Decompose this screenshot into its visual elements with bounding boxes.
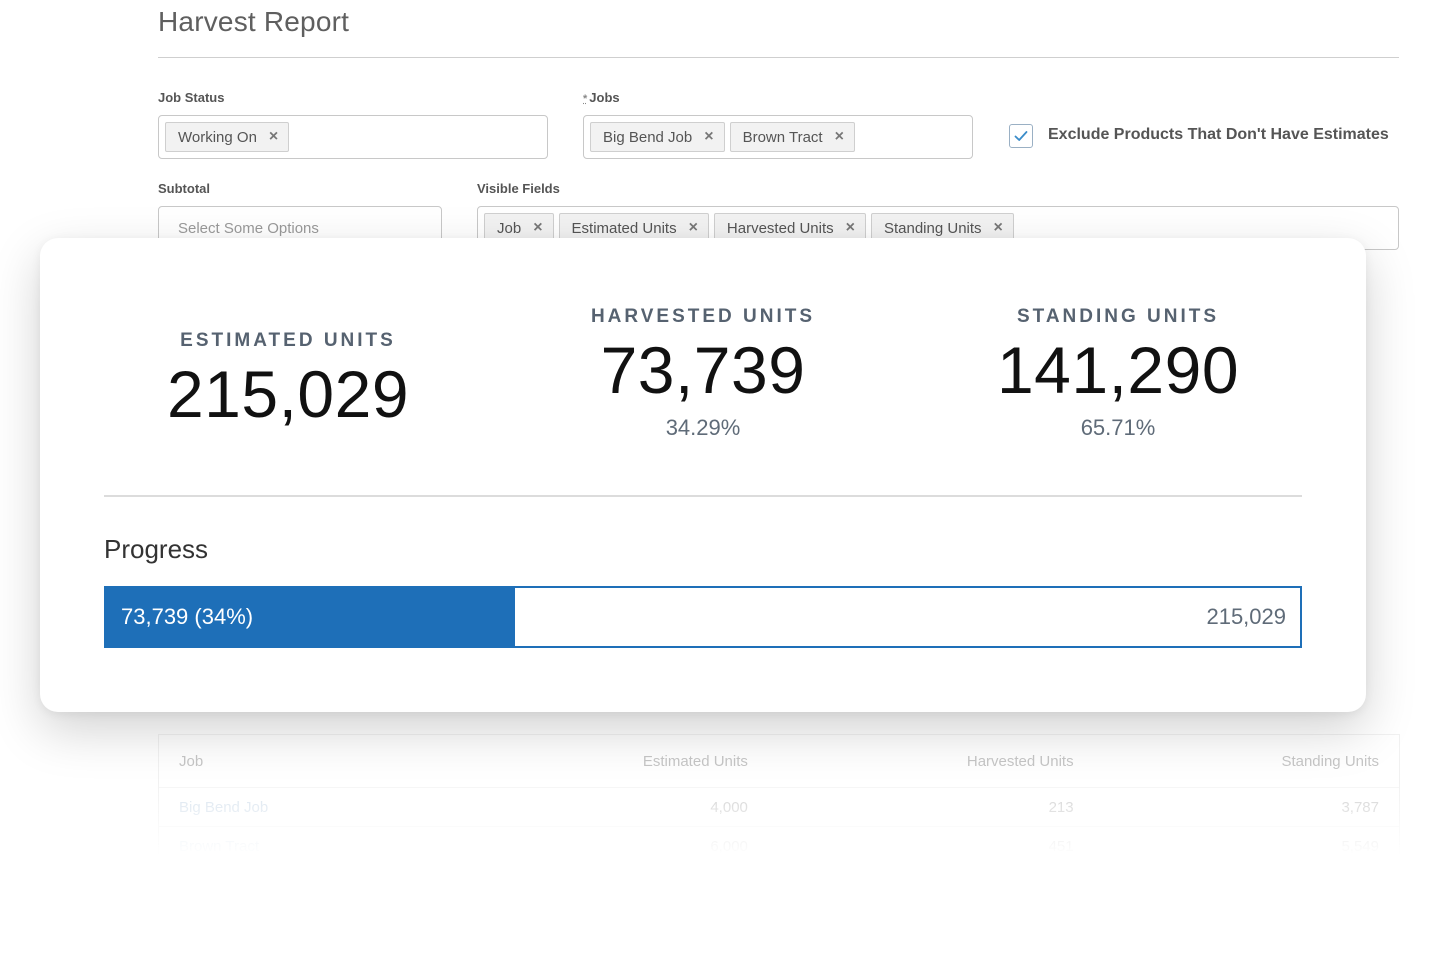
cell-estimated: 4,000 <box>445 787 768 827</box>
job-link[interactable]: Brown Tract <box>159 826 446 855</box>
chip-label: Job <box>497 219 522 237</box>
cell-harvested: 213 <box>767 787 1094 827</box>
estimated-units-label: ESTIMATED UNITS <box>180 330 396 351</box>
jobs-label-text: Jobs <box>589 90 620 105</box>
harvest-table: Job Estimated Units Harvested Units Stan… <box>158 734 1400 855</box>
chip-label: Big Bend Job <box>603 128 693 146</box>
summary-divider <box>104 495 1302 497</box>
progress-bar: 73,739 (34%) 215,029 <box>104 586 1302 648</box>
progress-title: Progress <box>104 534 209 564</box>
subtotal-placeholder: Select Some Options <box>178 219 319 237</box>
page-title: Harvest Report <box>158 6 350 37</box>
harvested-units-value: 73,739 <box>600 333 806 407</box>
harvested-units-percent: 34.29% <box>665 415 741 441</box>
remove-chip-icon[interactable]: × <box>533 219 543 236</box>
remove-chip-icon[interactable]: × <box>845 219 855 236</box>
standing-units-stat: STANDING UNITS 141,290 65.71% <box>958 306 1278 441</box>
standing-units-percent: 65.71% <box>1080 415 1156 441</box>
estimated-units-value: 215,029 <box>166 357 410 431</box>
jobs-label: * Jobs <box>583 90 620 105</box>
check-icon <box>1014 131 1028 141</box>
exclude-products-label[interactable]: Exclude Products That Don't Have Estimat… <box>1048 126 1389 143</box>
remove-chip-icon[interactable]: × <box>688 219 698 236</box>
cell-harvested: 451 <box>767 826 1094 855</box>
column-header-estimated[interactable]: Estimated Units <box>445 735 768 788</box>
chip-job-status-working-on: Working On × <box>165 122 290 152</box>
remove-chip-icon[interactable]: × <box>993 219 1003 236</box>
visible-fields-label: Visible Fields <box>477 181 560 196</box>
standing-units-label: STANDING UNITS <box>1016 306 1220 327</box>
subtotal-label: Subtotal <box>158 181 210 196</box>
table-header-row: Job Estimated Units Harvested Units Stan… <box>159 735 1399 788</box>
chip-label: Harvested Units <box>726 219 834 237</box>
job-status-select[interactable]: Working On × <box>158 115 548 159</box>
cell-standing: 3,787 <box>1093 787 1399 827</box>
job-status-label: Job Status <box>158 90 225 105</box>
table-row: Brown Tract 6,000 451 5,549 <box>159 826 1399 855</box>
progress-label: 73,739 (34%) <box>121 604 254 629</box>
standing-units-value: 141,290 <box>996 333 1240 407</box>
title-divider <box>158 57 1399 58</box>
exclude-products-checkbox[interactable] <box>1009 124 1033 148</box>
progress-fill <box>106 588 516 646</box>
estimated-units-stat: ESTIMATED UNITS 215,029 <box>128 330 448 429</box>
required-marker: * <box>583 93 588 105</box>
cell-standing: 5,549 <box>1093 826 1399 855</box>
job-link[interactable]: Big Bend Job <box>159 787 446 827</box>
chip-label: Standing Units <box>883 219 982 237</box>
harvested-units-stat: HARVESTED UNITS 73,739 34.29% <box>543 306 863 441</box>
cell-estimated: 6,000 <box>445 826 768 855</box>
harvested-units-label: HARVESTED UNITS <box>590 306 816 327</box>
table-row: Big Bend Job 4,000 213 3,787 <box>159 787 1399 827</box>
remove-chip-icon[interactable]: × <box>704 128 714 145</box>
summary-card: ESTIMATED UNITS 215,029 HARVESTED UNITS … <box>40 238 1366 712</box>
jobs-select[interactable]: Big Bend Job × Brown Tract × <box>583 115 973 159</box>
progress-total: 215,029 <box>1206 604 1286 629</box>
chip-job-big-bend: Big Bend Job × <box>590 122 725 152</box>
column-header-harvested[interactable]: Harvested Units <box>767 735 1094 788</box>
chip-label: Working On <box>178 128 257 146</box>
remove-chip-icon[interactable]: × <box>834 128 844 145</box>
chip-job-brown-tract: Brown Tract × <box>729 122 855 152</box>
column-header-job[interactable]: Job <box>159 735 446 788</box>
remove-chip-icon[interactable]: × <box>268 128 279 145</box>
chip-label: Estimated Units <box>571 219 677 237</box>
chip-label: Brown Tract <box>742 128 823 146</box>
column-header-standing[interactable]: Standing Units <box>1093 735 1399 788</box>
